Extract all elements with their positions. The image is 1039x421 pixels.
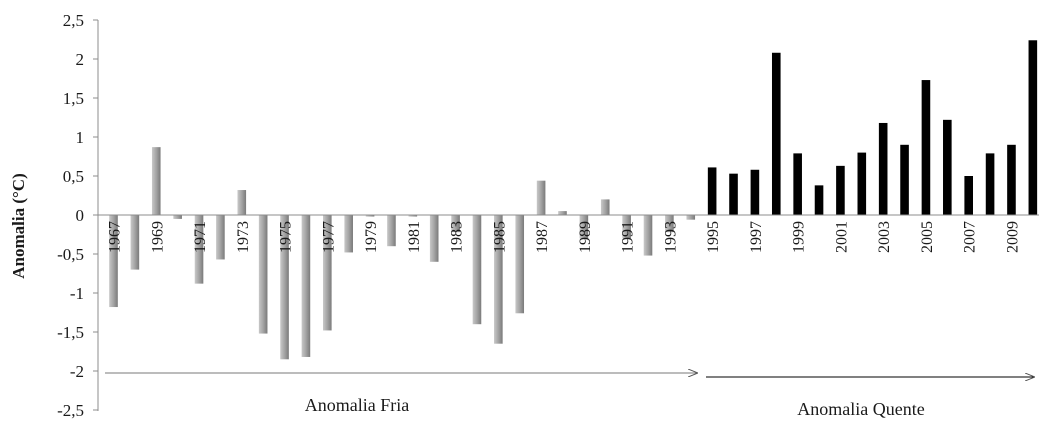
y-tick-label: 0 — [76, 206, 85, 225]
bar-1996 — [729, 173, 738, 215]
x-tick-label: 1969 — [149, 221, 166, 253]
bar-1973 — [237, 190, 247, 215]
bar-2001 — [836, 165, 845, 215]
y-tick-label: 1,5 — [63, 89, 84, 108]
bar-1969 — [151, 147, 161, 215]
bar-1980 — [387, 215, 396, 247]
bar-1985 — [494, 215, 503, 344]
x-tick-label: 1975 — [278, 221, 295, 253]
x-axis-ticks: 1967 1969 1971 1973 1975 1977 1979 1981 1983 1985… — [107, 221, 1022, 253]
x-tick-label: 1985 — [491, 221, 508, 253]
bar-1981 — [408, 215, 418, 217]
bar-1994 — [686, 215, 696, 220]
bar-1978 — [344, 215, 353, 253]
y-tick-label: 2 — [76, 50, 85, 69]
x-tick-label: 1981 — [406, 221, 423, 253]
y-tick-label: -0,5 — [57, 245, 84, 264]
bar-2009 — [1007, 144, 1016, 215]
bar-1968 — [130, 215, 140, 270]
bar-1979 — [365, 215, 375, 217]
bars — [109, 40, 1038, 360]
bar-2005 — [921, 80, 931, 215]
x-tick-label: 1971 — [192, 221, 209, 253]
bar-2004 — [900, 144, 909, 215]
x-tick-label: 1991 — [620, 221, 637, 253]
y-tick-label: -2 — [70, 362, 84, 381]
x-tick-label: 2003 — [876, 221, 893, 253]
bar-1995 — [707, 167, 717, 215]
y-tick-label: 1 — [76, 128, 85, 147]
bar-1988 — [558, 211, 567, 215]
bar-1987 — [536, 180, 546, 215]
bar-2003 — [878, 122, 888, 215]
x-tick-label: 1987 — [534, 221, 551, 253]
x-tick-label: 1993 — [662, 221, 679, 253]
bar-1998 — [771, 52, 781, 216]
bar-2008 — [985, 153, 995, 215]
bar-1990 — [600, 199, 610, 215]
bar-1982 — [429, 215, 439, 262]
x-tick-label: 1983 — [449, 221, 466, 253]
y-tick-label: 2,5 — [63, 11, 84, 30]
x-tick-label: 2001 — [833, 221, 850, 253]
cold-period-label: Anomalia Fria — [305, 395, 409, 415]
x-tick-label: 1967 — [107, 221, 124, 253]
bar-1991 — [622, 215, 631, 239]
bar-1992 — [643, 215, 653, 256]
x-tick-label: 1977 — [320, 221, 337, 253]
y-axis-ticks: -2,5 -2 -1,5 -1 -0,5 0 0,5 1 1,5 2 2,5 — [57, 11, 98, 420]
bar-2000 — [814, 185, 824, 215]
bar-1970 — [173, 215, 182, 219]
bar-1984 — [472, 215, 482, 325]
bar-2006 — [943, 119, 952, 215]
bar-2007 — [964, 176, 973, 215]
x-tick-label: 1997 — [748, 221, 765, 253]
y-tick-label: 0,5 — [63, 167, 84, 186]
bar-1983 — [451, 215, 460, 233]
bar-1986 — [515, 215, 525, 314]
x-tick-label: 1995 — [705, 221, 722, 253]
x-tick-label: 1999 — [791, 221, 808, 253]
warm-period-label: Anomalia Quente — [797, 399, 924, 419]
bar-1971 — [194, 215, 204, 284]
bar-1997 — [750, 169, 760, 215]
y-tick-label: -1 — [70, 284, 84, 303]
x-tick-label: 1979 — [363, 221, 380, 253]
bar-1999 — [793, 153, 802, 215]
bar-1974 — [258, 215, 268, 334]
x-tick-label: 1973 — [235, 221, 252, 253]
bar-1989 — [579, 215, 589, 239]
bar-1972 — [216, 215, 225, 260]
bar-2002 — [857, 152, 867, 215]
x-tick-label: 1989 — [577, 221, 594, 253]
x-tick-label: 2007 — [962, 221, 979, 253]
bar-2010 — [1028, 40, 1038, 215]
x-tick-label: 2005 — [919, 221, 936, 253]
bar-1976 — [301, 215, 311, 357]
bar-1975 — [280, 215, 289, 360]
bar-1977 — [323, 215, 332, 331]
y-axis-label: Anomalia (°C) — [9, 173, 28, 279]
bar-1967 — [109, 215, 118, 308]
bar-1993 — [665, 215, 674, 233]
y-tick-label: -2,5 — [57, 401, 84, 420]
x-tick-label: 2009 — [1004, 221, 1021, 253]
y-tick-label: -1,5 — [57, 323, 84, 342]
